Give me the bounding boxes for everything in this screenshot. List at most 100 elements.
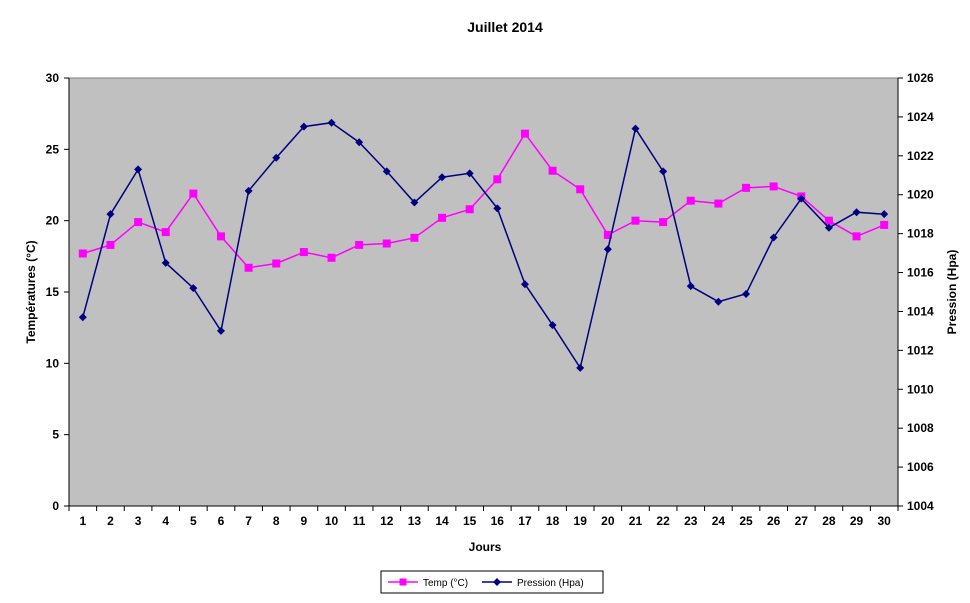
x-tick-label: 21 bbox=[629, 514, 643, 528]
data-point bbox=[631, 216, 640, 225]
data-point bbox=[714, 199, 723, 208]
data-point bbox=[852, 232, 861, 241]
data-point bbox=[134, 165, 143, 174]
data-point bbox=[493, 204, 502, 213]
y-right-tick-label: 1004 bbox=[907, 499, 934, 513]
y-left-tick-label: 25 bbox=[46, 142, 60, 156]
data-point bbox=[520, 280, 529, 289]
data-point bbox=[742, 183, 751, 192]
x-tick-label: 28 bbox=[822, 514, 836, 528]
x-tick-label: 10 bbox=[325, 514, 339, 528]
data-point bbox=[189, 284, 198, 293]
chart-marks bbox=[78, 118, 889, 372]
data-point bbox=[603, 230, 612, 239]
y-axis-left-title: Températures (°C) bbox=[24, 240, 38, 343]
y-right-tick-label: 1024 bbox=[907, 110, 934, 124]
data-point bbox=[189, 189, 198, 198]
data-point bbox=[686, 282, 695, 291]
data-point bbox=[272, 153, 281, 162]
x-tick-label: 16 bbox=[491, 514, 505, 528]
data-point bbox=[299, 122, 308, 131]
data-point bbox=[686, 196, 695, 205]
data-point bbox=[769, 182, 778, 191]
data-point bbox=[355, 240, 364, 249]
data-point bbox=[576, 363, 585, 372]
data-point bbox=[659, 218, 668, 227]
data-point bbox=[880, 210, 889, 219]
legend-entry: Temp (°C) bbox=[388, 578, 468, 589]
x-tick-label: 19 bbox=[574, 514, 588, 528]
y-left-tick-label: 0 bbox=[52, 499, 59, 513]
data-point bbox=[327, 118, 336, 127]
x-tick-label: 5 bbox=[190, 514, 197, 528]
y-right-tick-label: 1026 bbox=[907, 71, 934, 85]
x-tick-label: 3 bbox=[135, 514, 142, 528]
data-point bbox=[244, 263, 253, 272]
data-point bbox=[382, 239, 391, 248]
y-right-tick-label: 1006 bbox=[907, 460, 934, 474]
y-right-tick-label: 1010 bbox=[907, 382, 934, 396]
data-point bbox=[714, 297, 723, 306]
x-tick-label: 6 bbox=[218, 514, 225, 528]
x-tick-label: 23 bbox=[684, 514, 698, 528]
data-point bbox=[493, 175, 502, 184]
data-point bbox=[797, 194, 806, 203]
x-tick-label: 24 bbox=[712, 514, 726, 528]
y-axis-right-title: Pression (Hpa) bbox=[945, 250, 959, 335]
legend-label: Temp (°C) bbox=[423, 578, 468, 589]
legend-swatch-marker bbox=[493, 578, 501, 586]
data-point bbox=[106, 240, 115, 249]
y-left-tick-label: 30 bbox=[46, 71, 60, 85]
series-temperature bbox=[78, 129, 889, 272]
y-right-tick-label: 1016 bbox=[907, 266, 934, 280]
data-point bbox=[438, 173, 447, 182]
x-tick-label: 29 bbox=[850, 514, 864, 528]
data-point bbox=[824, 216, 833, 225]
x-tick-label: 4 bbox=[162, 514, 169, 528]
data-point bbox=[216, 232, 225, 241]
y-left-tick-label: 10 bbox=[46, 356, 60, 370]
y-right-tick-label: 1014 bbox=[907, 304, 934, 318]
x-tick-label: 26 bbox=[767, 514, 781, 528]
x-tick-label: 11 bbox=[353, 514, 366, 528]
data-point bbox=[548, 321, 557, 330]
x-tick-label: 13 bbox=[408, 514, 422, 528]
y-right-tick-label: 1012 bbox=[907, 343, 934, 357]
data-point bbox=[824, 223, 833, 232]
data-point bbox=[382, 167, 391, 176]
x-tick-label: 22 bbox=[656, 514, 670, 528]
series-pressure bbox=[78, 118, 889, 372]
data-point bbox=[106, 210, 115, 219]
y-right-tick-label: 1020 bbox=[907, 188, 934, 202]
series-line bbox=[82, 132, 885, 269]
data-point bbox=[78, 313, 87, 322]
x-tick-label: 25 bbox=[739, 514, 753, 528]
data-point bbox=[742, 289, 751, 298]
y-right-tick-label: 1022 bbox=[907, 149, 934, 163]
data-point bbox=[465, 169, 474, 178]
x-tick-label: 17 bbox=[518, 514, 532, 528]
y-left-tick-label: 5 bbox=[52, 428, 59, 442]
data-point bbox=[410, 233, 419, 242]
x-tick-label: 30 bbox=[878, 514, 892, 528]
data-point bbox=[465, 205, 474, 214]
data-point bbox=[161, 258, 170, 267]
data-point bbox=[410, 198, 419, 207]
legend-swatch-marker bbox=[399, 578, 407, 586]
y-left-tick-label: 20 bbox=[46, 214, 60, 228]
legend-entry: Pression (Hpa) bbox=[482, 578, 584, 589]
x-tick-label: 9 bbox=[301, 514, 308, 528]
data-point bbox=[327, 253, 336, 262]
x-tick-label: 14 bbox=[435, 514, 449, 528]
x-axis-title: Jours bbox=[469, 540, 502, 554]
data-point bbox=[520, 129, 529, 138]
y-right-tick-label: 1018 bbox=[907, 227, 934, 241]
x-tick-label: 20 bbox=[601, 514, 615, 528]
legend-label: Pression (Hpa) bbox=[517, 578, 584, 589]
x-tick-label: 2 bbox=[107, 514, 114, 528]
data-point bbox=[659, 167, 668, 176]
x-tick-label: 1 bbox=[79, 514, 86, 528]
legend: Temp (°C) Pression (Hpa) bbox=[380, 570, 604, 594]
y-right-tick-label: 1008 bbox=[907, 421, 934, 435]
